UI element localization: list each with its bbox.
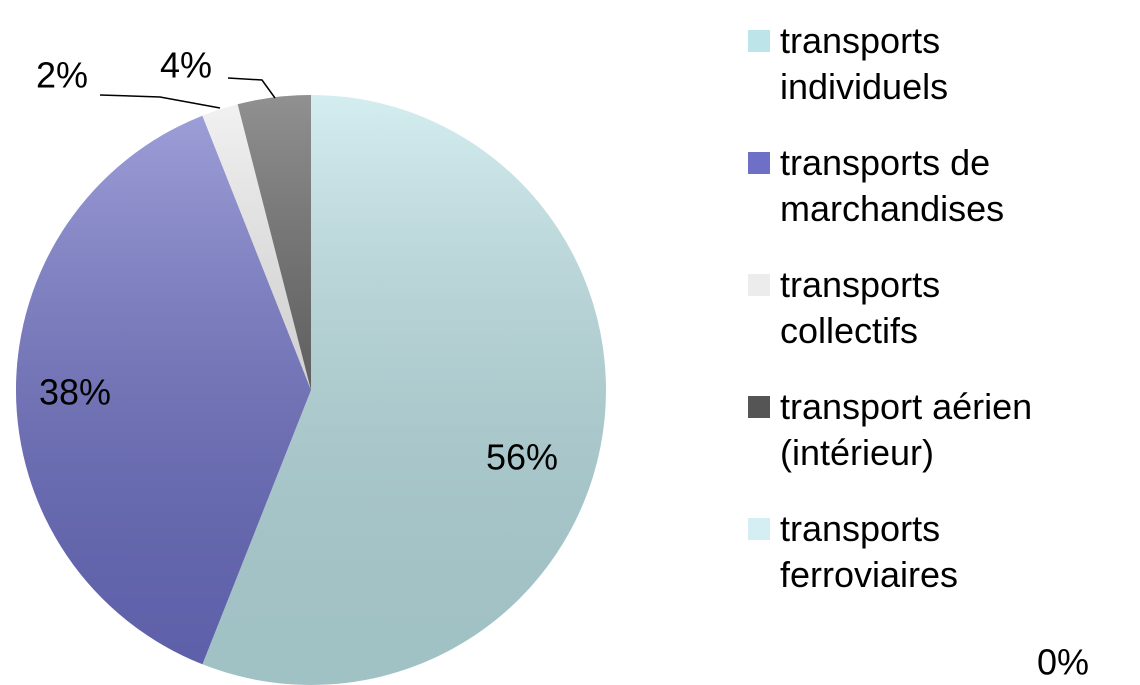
legend-label: transports de marchandises (780, 142, 1005, 229)
legend-item: transports collectifs (748, 262, 1138, 354)
legend-swatch (748, 396, 770, 418)
legend-label: transports ferroviaires (780, 508, 959, 595)
legend: transports individuels transports de marc… (748, 18, 1138, 598)
data-label: 56% (486, 437, 558, 478)
legend-swatch (748, 274, 770, 296)
legend-label: transports collectifs (780, 264, 941, 351)
legend-item: transports individuels (748, 18, 1138, 110)
data-label: 4% (160, 45, 212, 86)
legend-item: transports ferroviaires (748, 506, 1138, 598)
data-label: 2% (36, 55, 88, 96)
legend-item: transports de marchandises (748, 140, 1138, 232)
data-label: 38% (39, 372, 111, 413)
leader-line (99, 94, 221, 109)
legend-item: transport aérien (intérieur) (748, 384, 1138, 476)
legend-swatch (748, 30, 770, 52)
legend-label: transports individuels (780, 20, 949, 107)
legend-label: transport aérien (intérieur) (780, 386, 1033, 473)
legend-swatch (748, 518, 770, 540)
leader-line (227, 77, 276, 99)
data-label: 0% (1037, 642, 1089, 683)
legend-swatch (748, 152, 770, 174)
